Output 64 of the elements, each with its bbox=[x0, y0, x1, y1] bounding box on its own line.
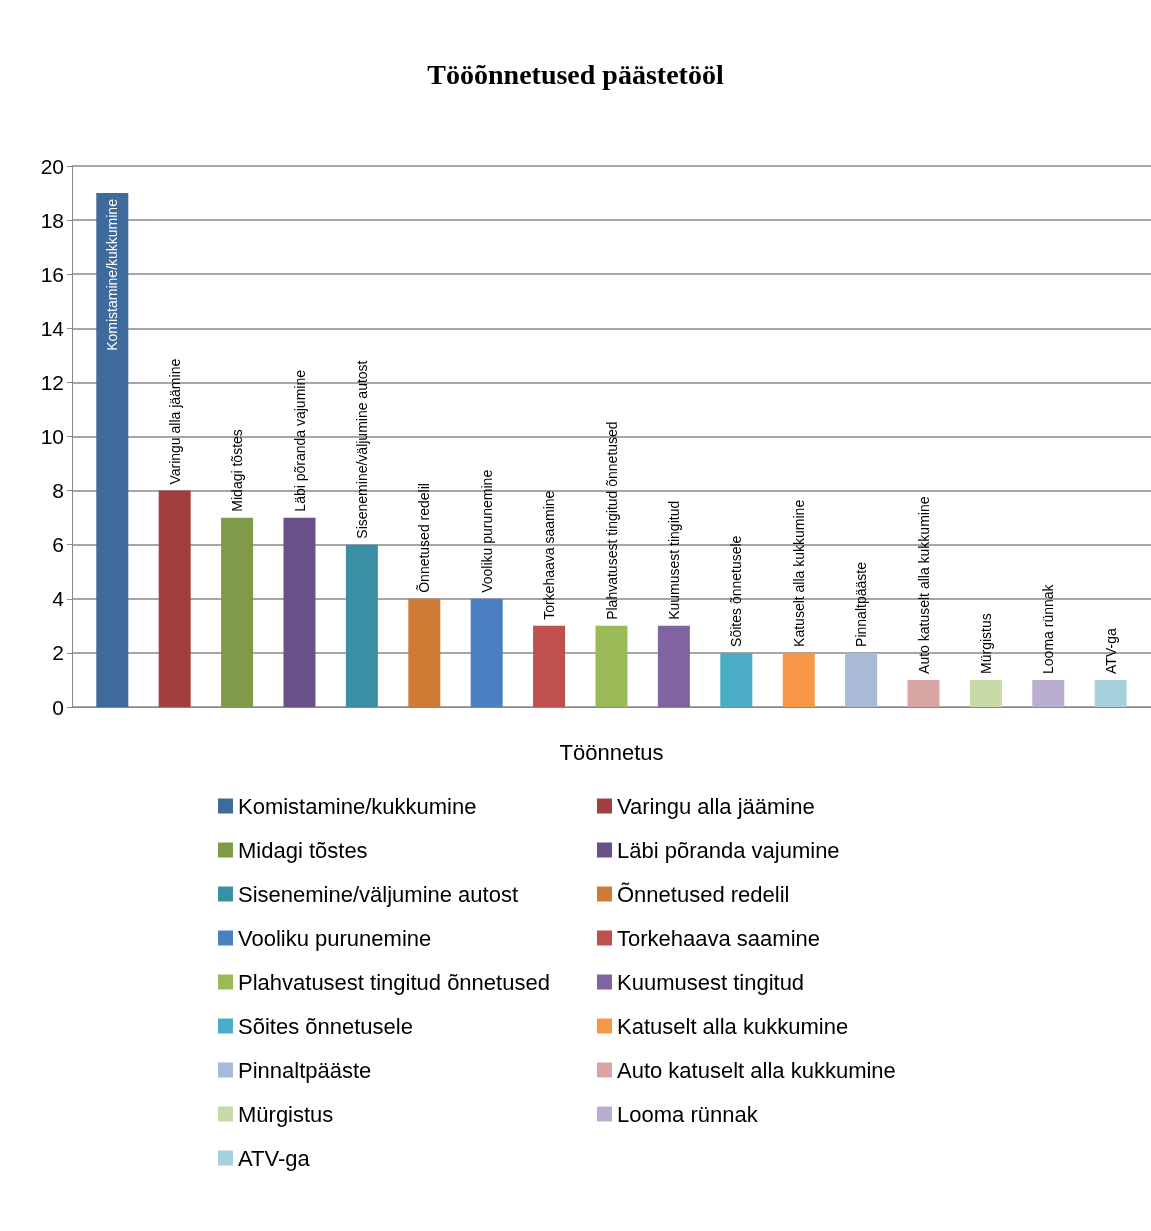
legend-label: Looma rünnak bbox=[617, 1101, 759, 1127]
text: Kuumusest tingitud bbox=[665, 500, 682, 620]
text: Sisenemine/väljumine autost bbox=[353, 360, 370, 539]
text: Mürgistus bbox=[977, 613, 994, 674]
text: Pinnaltpääste bbox=[853, 562, 870, 647]
legend-label: Komistamine/kukkumine bbox=[238, 793, 477, 819]
y-tick-label: 10 bbox=[40, 425, 64, 448]
bar bbox=[408, 598, 441, 707]
y-tick-label: 20 bbox=[40, 154, 64, 178]
bar bbox=[657, 625, 690, 707]
text: Torkehaava saamine bbox=[541, 490, 558, 620]
text: Vooliku purunemine bbox=[478, 469, 495, 593]
bar bbox=[845, 652, 878, 707]
legend-label: Varingu alla jäämine bbox=[617, 793, 815, 819]
legend-label: Katuselt alla kukkumine bbox=[617, 1013, 849, 1039]
legend-label: Pinnaltpääste bbox=[238, 1057, 372, 1083]
y-tick-label: 0 bbox=[52, 695, 64, 719]
bar bbox=[720, 652, 753, 707]
legend-label: Torkehaava saamine bbox=[617, 925, 821, 951]
bar bbox=[283, 517, 316, 707]
text: Plahvatusest tingitud õnnetused bbox=[603, 421, 620, 620]
text: ATV-ga bbox=[1102, 628, 1119, 674]
bar bbox=[595, 625, 628, 707]
y-tick-label: 14 bbox=[40, 316, 65, 340]
y-tick-label: 8 bbox=[52, 479, 64, 503]
bar bbox=[345, 544, 378, 707]
legend-label: Auto katuselt alla kukkumine bbox=[617, 1057, 896, 1083]
bar bbox=[969, 679, 1002, 707]
legend-label: Sisenemine/väljumine autost bbox=[238, 881, 519, 907]
bar bbox=[470, 598, 503, 707]
y-tick-label: 2 bbox=[52, 641, 64, 665]
y-tick-label: 4 bbox=[52, 587, 65, 611]
legend-label: Vooliku purunemine bbox=[238, 925, 432, 951]
legend-label: ATV-ga bbox=[238, 1145, 311, 1171]
y-tick-label: 12 bbox=[40, 370, 64, 394]
legend-label: Kuumusest tingitud bbox=[617, 969, 805, 995]
bar bbox=[533, 625, 566, 707]
y-tick-label: 18 bbox=[40, 208, 64, 232]
x-axis-title: Töönnetus bbox=[559, 739, 664, 765]
text: Läbi põranda vajumine bbox=[291, 369, 308, 512]
text: Looma rünnak bbox=[1040, 584, 1057, 674]
text: Midagi tõstes bbox=[229, 429, 246, 512]
legend-label: Plahvatusest tingitud õnnetused bbox=[238, 969, 550, 995]
bar bbox=[1032, 679, 1065, 707]
legend-label: Midagi tõstes bbox=[238, 837, 368, 863]
text: Auto katuselt alla kukkumine bbox=[915, 496, 932, 674]
text: Komistamine/kukkumine bbox=[104, 199, 121, 351]
legend-label: Läbi põranda vajumine bbox=[617, 837, 840, 863]
chart-title: Tööõnnetused päästetööl bbox=[427, 58, 724, 90]
text: Katuselt alla kukkumine bbox=[790, 499, 807, 647]
bar bbox=[907, 679, 940, 707]
text: Varingu alla jäämine bbox=[166, 358, 183, 485]
bar bbox=[96, 193, 129, 707]
bar bbox=[221, 517, 254, 707]
text: Sõites õnnetusele bbox=[728, 535, 745, 647]
bar bbox=[1094, 679, 1127, 707]
legend-label: Mürgistus bbox=[238, 1101, 334, 1127]
bar bbox=[158, 490, 191, 707]
legend-label: Õnnetused redelil bbox=[617, 881, 790, 907]
y-tick-label: 6 bbox=[52, 533, 64, 557]
bar bbox=[782, 652, 815, 707]
text: Õnnetused redelil bbox=[416, 483, 433, 593]
legend-label: Sõites õnnetusele bbox=[238, 1013, 413, 1039]
y-tick-label: 16 bbox=[40, 262, 64, 286]
